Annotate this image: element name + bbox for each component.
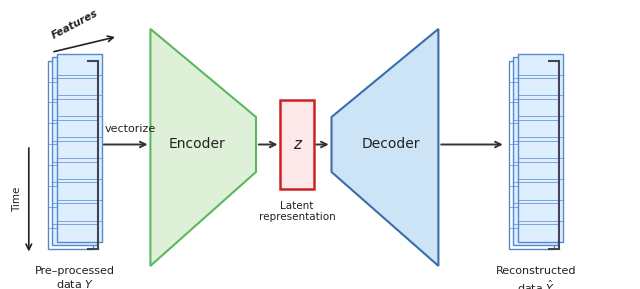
Bar bbox=[513, 57, 558, 245]
Text: Time: Time bbox=[12, 187, 22, 212]
Text: Features: Features bbox=[50, 8, 100, 41]
Text: z: z bbox=[293, 137, 301, 152]
Polygon shape bbox=[332, 29, 438, 266]
Bar bbox=[280, 100, 314, 189]
Bar bbox=[509, 61, 554, 249]
Bar bbox=[57, 54, 102, 242]
Text: Encoder: Encoder bbox=[168, 138, 225, 151]
Text: vectorize: vectorize bbox=[105, 124, 156, 134]
Text: Reconstructed
data $\hat{Y}$: Reconstructed data $\hat{Y}$ bbox=[495, 266, 576, 289]
Bar bbox=[518, 54, 563, 242]
Bar bbox=[52, 57, 97, 245]
Text: Decoder: Decoder bbox=[362, 138, 420, 151]
Polygon shape bbox=[150, 29, 256, 266]
Bar bbox=[48, 61, 93, 249]
Text: Latent
representation: Latent representation bbox=[259, 201, 335, 223]
Text: Pre–processed
data $Y$: Pre–processed data $Y$ bbox=[35, 266, 115, 289]
